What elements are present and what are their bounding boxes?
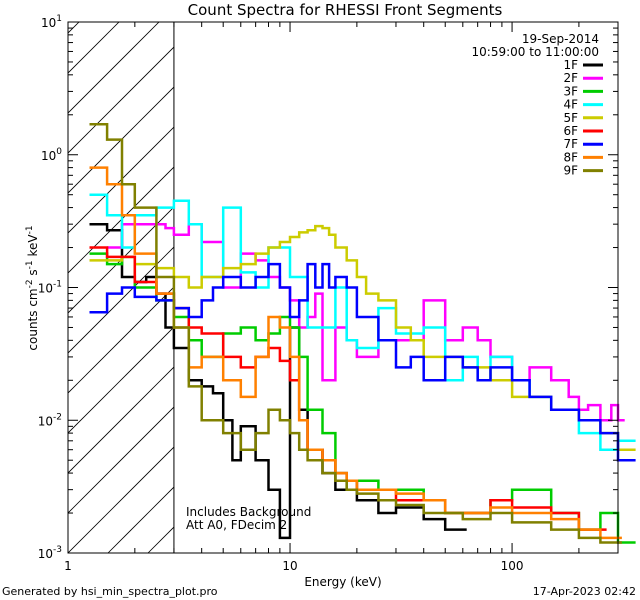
y-tick-label: 10-3 bbox=[38, 545, 62, 561]
hatch-line bbox=[68, 326, 174, 434]
series-line-2F bbox=[107, 222, 625, 422]
series-line-4F bbox=[89, 193, 636, 451]
series-line-7F bbox=[89, 262, 636, 462]
chart-title: Count Spectra for RHESSI Front Segments bbox=[188, 1, 503, 19]
x-tick-label: 10 bbox=[282, 559, 297, 573]
footer-timestamp: 17-Apr-2023 02:42 bbox=[533, 585, 636, 598]
y-axis-label: counts cm-2 s-1 keV-1 bbox=[25, 225, 40, 350]
footer-generated-by: Generated by hsi_min_spectra_plot.pro bbox=[2, 585, 218, 598]
hatch-line bbox=[348, 0, 640, 553]
hatch-line bbox=[68, 366, 174, 474]
annotation-background: Includes Background bbox=[186, 505, 311, 519]
legend-label-5F: 5F bbox=[563, 111, 578, 125]
series-line-5F bbox=[89, 224, 636, 451]
legend-label-9F: 9F bbox=[563, 164, 578, 178]
legend-label-3F: 3F bbox=[563, 84, 578, 98]
x-tick-label: 100 bbox=[501, 559, 524, 573]
y-tick-label: 10-2 bbox=[38, 412, 62, 428]
date-label: 19-Sep-2014 bbox=[522, 32, 599, 46]
series-line-9F bbox=[89, 122, 622, 544]
y-tick-label: 100 bbox=[41, 147, 62, 163]
legend-label-2F: 2F bbox=[563, 71, 578, 85]
hatch-line bbox=[68, 246, 174, 354]
hatch-line bbox=[268, 0, 640, 553]
series-lines bbox=[89, 122, 636, 544]
x-axis-label: Energy (keV) bbox=[304, 575, 381, 589]
time-range-label: 10:59:00 to 11:00:00 bbox=[472, 45, 599, 59]
y-tick-label: 10-1 bbox=[38, 280, 62, 296]
y-tick-label: 101 bbox=[41, 14, 62, 30]
hatch-line bbox=[68, 406, 174, 514]
annotation-attenuator: Att A0, FDecim 2 bbox=[186, 518, 287, 532]
legend-label-6F: 6F bbox=[563, 124, 578, 138]
hatch-line bbox=[68, 126, 174, 234]
legend-label-7F: 7F bbox=[563, 137, 578, 151]
x-tick-label: 1 bbox=[64, 559, 72, 573]
legend-label-1F: 1F bbox=[563, 58, 578, 72]
hatch-line bbox=[68, 166, 174, 274]
hatched-region bbox=[68, 0, 640, 553]
legend-label-8F: 8F bbox=[563, 150, 578, 164]
legend-label-4F: 4F bbox=[563, 98, 578, 112]
